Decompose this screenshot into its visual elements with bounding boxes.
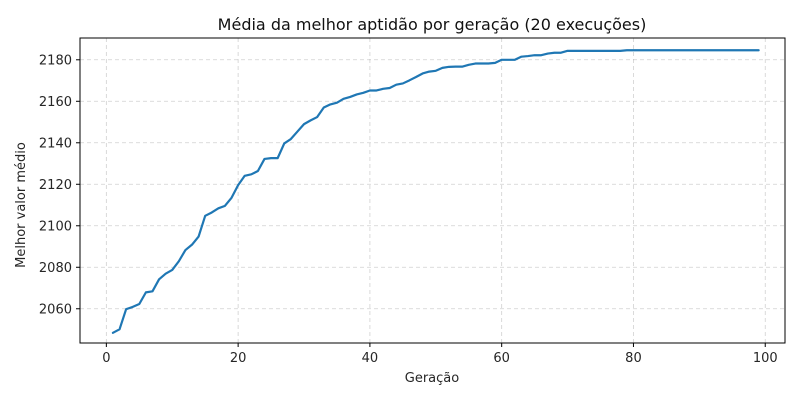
y-tick-label: 2120 xyxy=(39,178,72,193)
x-tick-label: 80 xyxy=(625,351,642,366)
x-tick-label: 0 xyxy=(102,351,110,366)
y-tick-label: 2060 xyxy=(39,302,72,317)
grid xyxy=(80,38,785,343)
x-tick-label: 100 xyxy=(753,351,778,366)
y-tick-label: 2140 xyxy=(39,136,72,151)
y-tick-label: 2160 xyxy=(39,95,72,110)
x-tick-label: 60 xyxy=(493,351,510,366)
ticks: 0 20 40 60 80 100 2060 2080 2100 2120 2140 2160 2180 xyxy=(39,53,778,366)
x-tick-label: 40 xyxy=(362,351,379,366)
series-line xyxy=(111,49,760,334)
chart-title: Média da melhor aptidão por geração (20 … xyxy=(218,15,647,34)
y-tick-label: 2080 xyxy=(39,261,72,276)
x-tick-label: 20 xyxy=(230,351,247,366)
y-axis-title: Melhor valor médio xyxy=(14,142,29,268)
series-layer xyxy=(111,49,760,334)
x-axis-title: Geração xyxy=(405,371,459,386)
y-tick-label: 2100 xyxy=(39,219,72,234)
y-tick-label: 2180 xyxy=(39,53,72,68)
plot-frame xyxy=(79,37,786,344)
